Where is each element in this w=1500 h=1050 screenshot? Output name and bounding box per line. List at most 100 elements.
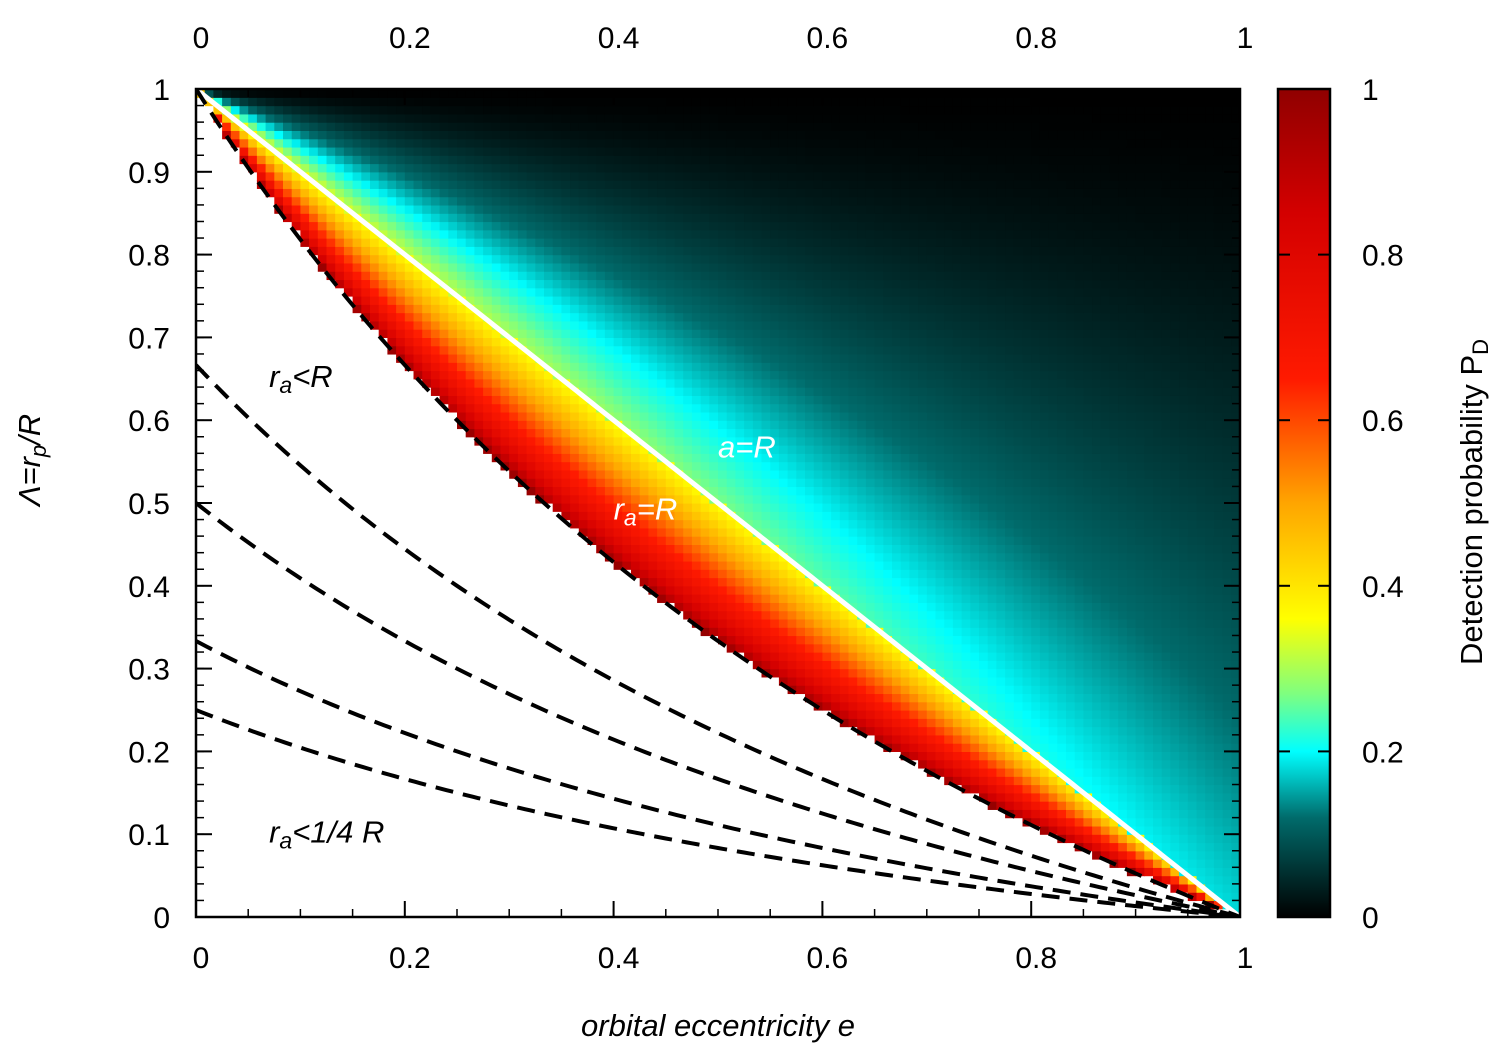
heatmap-cell (987, 519, 997, 529)
heatmap-cell (300, 229, 310, 239)
heatmap-cell (752, 155, 763, 165)
heatmap-cell (631, 486, 641, 496)
heatmap-cell (883, 503, 893, 512)
heatmap-cell (648, 345, 658, 355)
heatmap-cell (813, 594, 823, 603)
heatmap-cell (343, 146, 354, 156)
heatmap-cell (805, 519, 815, 529)
heatmap-cell (987, 701, 997, 711)
heatmap-cell (987, 693, 997, 703)
heatmap-cell (439, 246, 449, 256)
heatmap-cell (892, 163, 902, 173)
heatmap-cell (665, 411, 676, 421)
heatmap-cell (587, 304, 597, 314)
heatmap-cell (900, 395, 910, 405)
heatmap-cell (283, 180, 293, 189)
heatmap-cell (909, 618, 919, 628)
heatmap-cell (648, 428, 658, 438)
heatmap-cell (343, 97, 354, 107)
heatmap-cell (622, 271, 632, 281)
heatmap-cell (474, 146, 484, 156)
heatmap-cell (552, 304, 562, 314)
heatmap-cell (839, 511, 850, 521)
heatmap-cell (500, 138, 510, 148)
heatmap-cell (378, 320, 388, 330)
heatmap-cell (926, 635, 937, 645)
heatmap-cell (796, 287, 806, 297)
heatmap-cell (578, 204, 589, 214)
heatmap-cell (822, 362, 832, 372)
heatmap-cell (735, 478, 745, 488)
heatmap-cell (674, 138, 684, 148)
heatmap-cell (1005, 146, 1015, 156)
heatmap-cell (448, 146, 458, 156)
heatmap-cell (387, 146, 397, 156)
heatmap-cell (796, 560, 806, 570)
heatmap-cell (735, 428, 745, 438)
heatmap-cell (822, 89, 832, 98)
heatmap-cell (361, 113, 371, 123)
heatmap-cell (996, 486, 1006, 496)
heatmap-cell (752, 188, 763, 198)
heatmap-cell (857, 221, 867, 231)
heatmap-cell (587, 453, 597, 463)
heatmap-cell (761, 602, 771, 612)
heatmap-cell (535, 478, 545, 488)
heatmap-cell (709, 229, 719, 239)
heatmap-cell (509, 196, 519, 206)
heatmap-cell (926, 353, 937, 363)
heatmap-cell (900, 312, 910, 322)
heatmap-cell (465, 163, 475, 173)
heatmap-cell (726, 97, 736, 107)
heatmap-cell (778, 378, 789, 388)
heatmap-cell (752, 329, 763, 338)
heatmap-cell (648, 163, 658, 173)
heatmap-cell (578, 229, 589, 239)
heatmap-cell (874, 544, 884, 554)
heatmap-cell (343, 254, 354, 264)
heatmap-cell (909, 503, 919, 512)
heatmap-cell (961, 130, 971, 140)
heatmap-cell (918, 759, 928, 769)
heatmap-cell (770, 271, 780, 281)
heatmap-cell (883, 676, 893, 686)
heatmap-cell (483, 146, 493, 156)
heatmap-cell (1013, 536, 1024, 545)
heatmap-cell (570, 204, 580, 214)
heatmap-cell (439, 105, 449, 115)
heatmap-cell (709, 420, 719, 430)
heatmap-cell (674, 519, 684, 529)
heatmap-cell (848, 238, 858, 247)
heatmap-cell (839, 602, 850, 612)
heatmap-cell (544, 254, 554, 264)
heatmap-cell (317, 196, 328, 206)
heatmap-cell (509, 155, 519, 165)
heatmap-cell (561, 511, 571, 521)
heatmap-cell (552, 146, 562, 156)
heatmap-cell (622, 494, 632, 504)
heatmap-cell (796, 643, 806, 653)
heatmap-cell (996, 503, 1006, 512)
heatmap-cell (283, 196, 293, 206)
heatmap-cell (770, 345, 780, 355)
heatmap-cell (683, 378, 693, 388)
heatmap-cell (483, 436, 493, 446)
heatmap-cell (570, 279, 580, 289)
heatmap-cell (909, 544, 919, 554)
heatmap-cell (718, 486, 728, 496)
heatmap-cell (491, 420, 502, 430)
heatmap-cell (778, 411, 789, 421)
heatmap-cell (926, 428, 937, 438)
heatmap-cell (691, 536, 702, 545)
heatmap-cell (813, 254, 823, 264)
heatmap-cell (848, 718, 858, 728)
heatmap-cell (526, 304, 536, 314)
heatmap-cell (900, 353, 910, 363)
heatmap-cell (378, 122, 388, 131)
heatmap-cell (726, 337, 736, 347)
heatmap-cell (639, 221, 649, 231)
heatmap-cell (787, 287, 797, 297)
heatmap-cell (648, 238, 658, 247)
heatmap-cell (996, 287, 1006, 297)
heatmap-cell (483, 353, 493, 363)
